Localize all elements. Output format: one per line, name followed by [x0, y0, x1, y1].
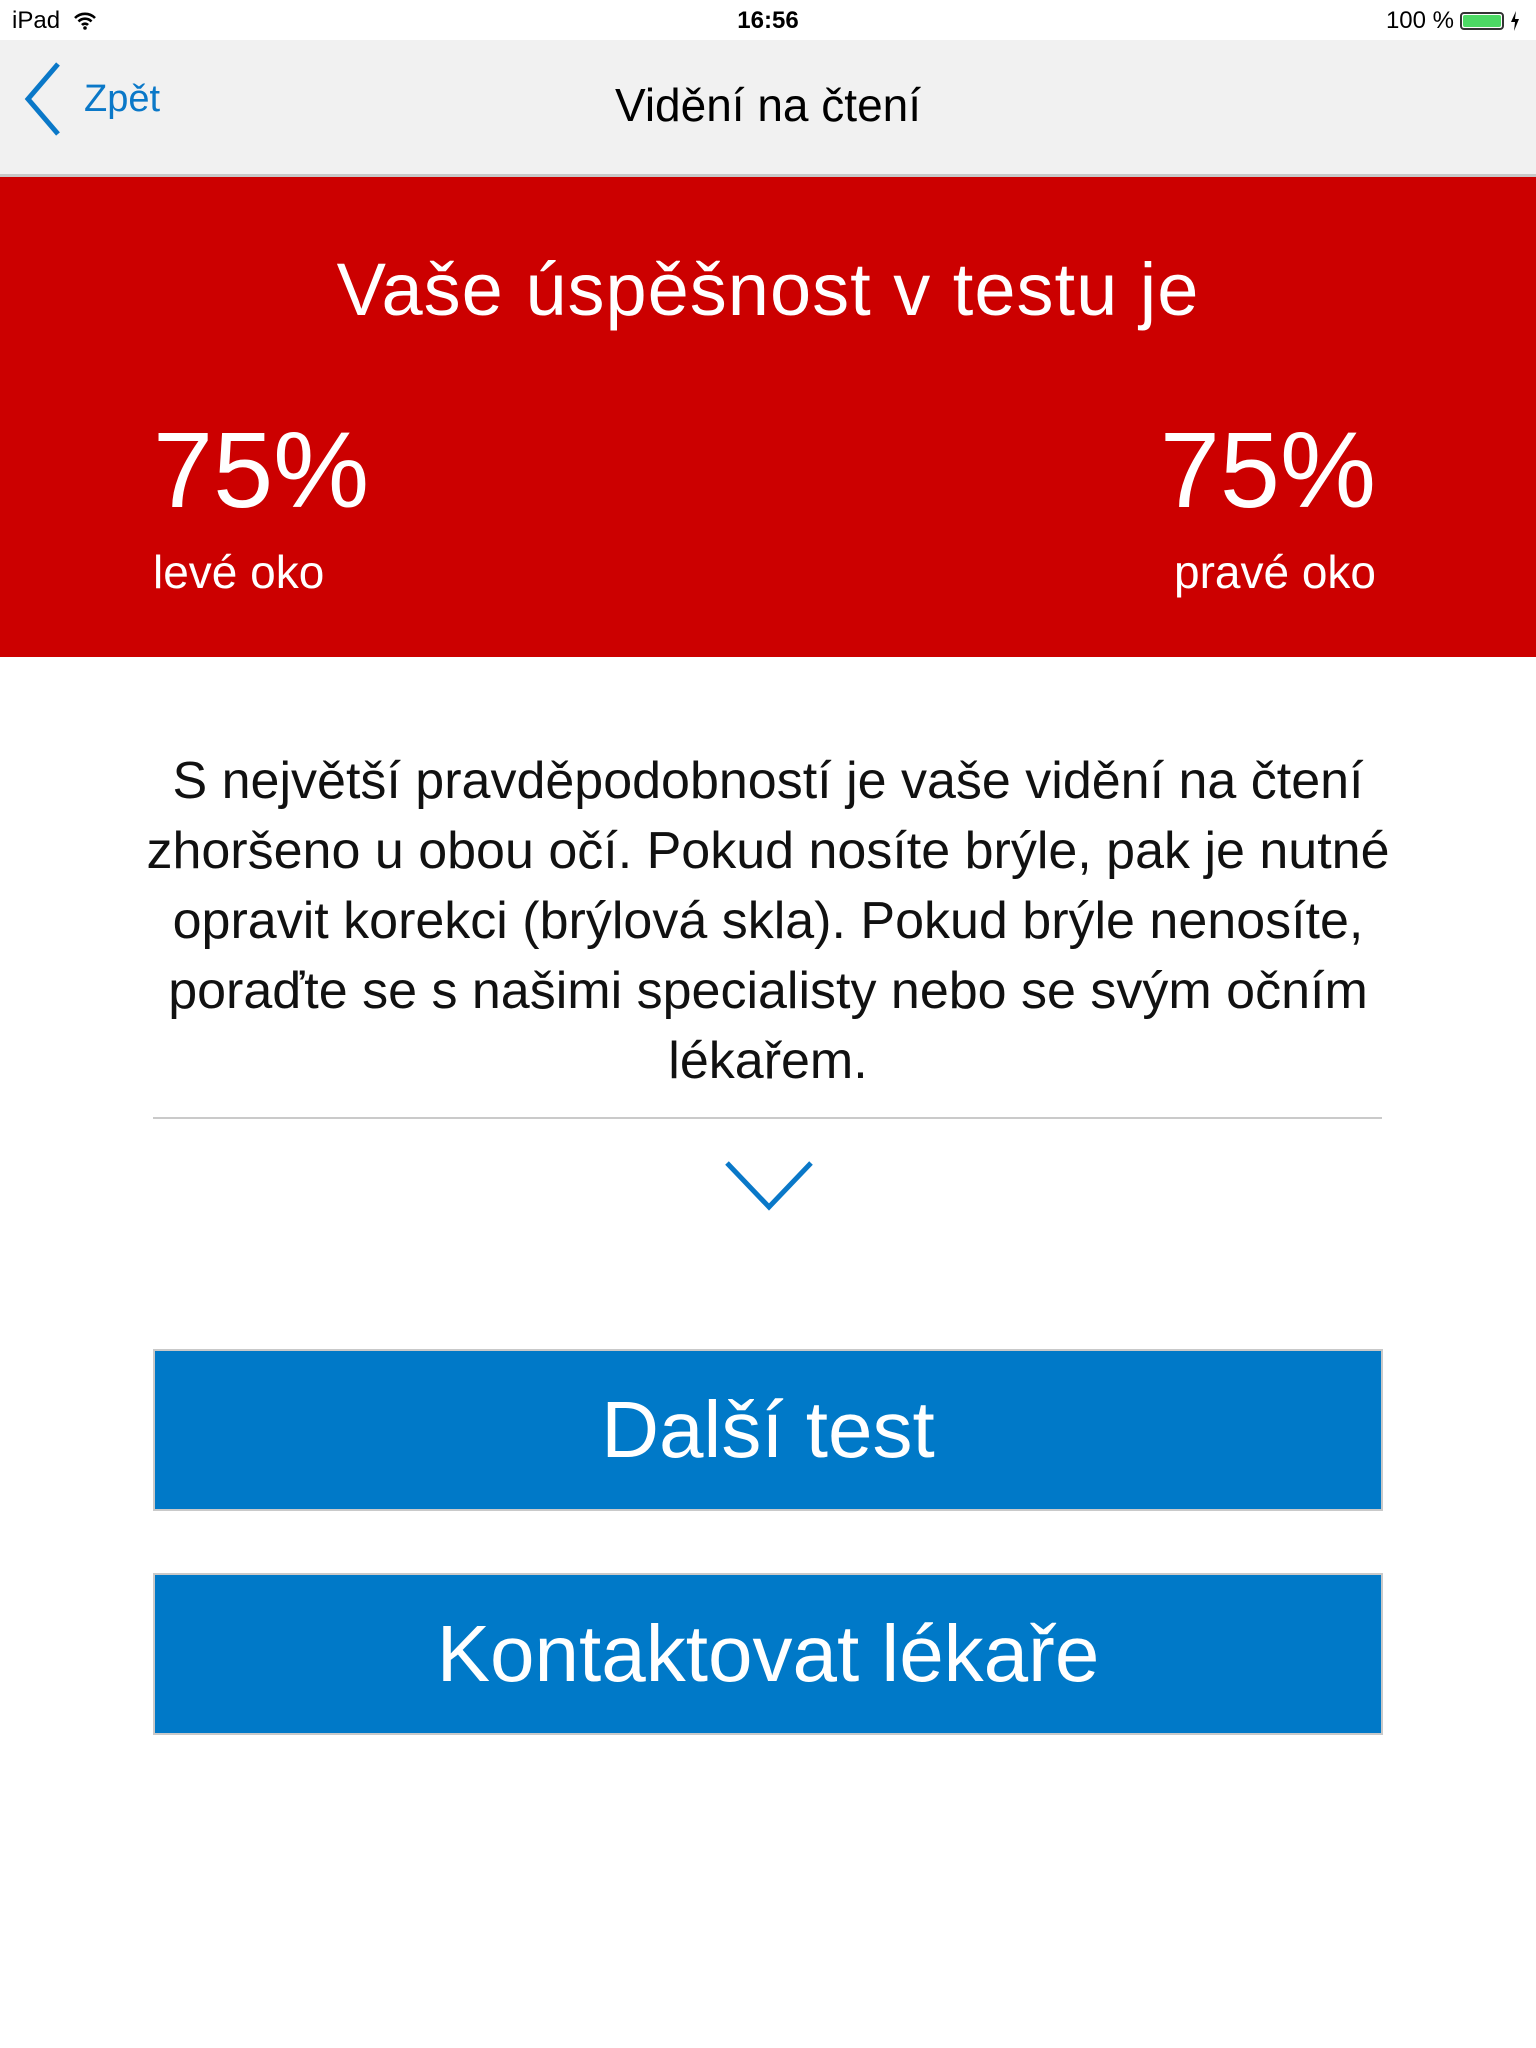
chevron-down-icon[interactable] — [724, 1160, 814, 1212]
right-eye-score: 75% — [1159, 409, 1376, 530]
navigation-bar: Zpět Vidění na čtení — [0, 40, 1536, 177]
status-right: 100 % — [1386, 7, 1520, 35]
charging-icon — [1511, 11, 1519, 31]
status-time: 16:56 — [737, 7, 799, 34]
back-button[interactable]: Zpět — [22, 62, 160, 136]
left-eye-score: 75% — [153, 409, 370, 530]
status-left: iPad — [12, 7, 97, 35]
chevron-left-icon — [24, 62, 60, 136]
page-title: Vidění na čtení — [614, 79, 922, 131]
wifi-icon — [73, 12, 96, 30]
result-message: S největší pravděpodobností je vaše vidě… — [146, 752, 1390, 1090]
back-label: Zpět — [84, 77, 161, 120]
contact-doctor-button[interactable]: Kontaktovat lékaře — [153, 1573, 1383, 1735]
battery-icon — [1460, 12, 1504, 30]
divider — [153, 1117, 1382, 1119]
status-bar: iPad 16:56 100 % — [0, 0, 1536, 40]
right-eye-label: pravé oko — [1173, 546, 1376, 598]
result-panel: Vaše úspěšnost v testu je 75% levé oko 7… — [0, 177, 1536, 657]
left-eye-label: levé oko — [153, 546, 325, 598]
result-heading: Vaše úspěšnost v testu je — [336, 248, 1200, 331]
device-name: iPad — [12, 7, 61, 34]
next-test-button[interactable]: Další test — [153, 1349, 1383, 1511]
battery-percent: 100 % — [1385, 7, 1454, 34]
